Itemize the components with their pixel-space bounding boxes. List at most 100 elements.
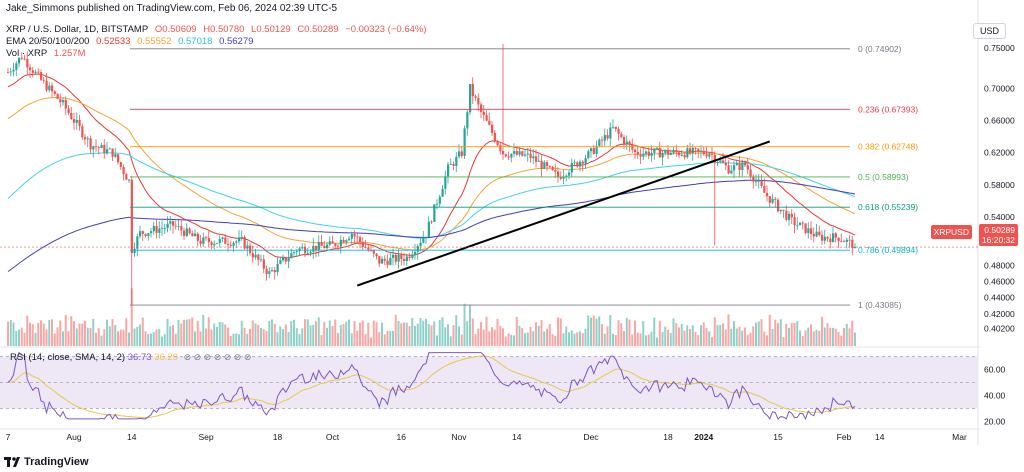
volume-bar xyxy=(163,334,166,346)
candle-body xyxy=(518,151,521,155)
candle-body xyxy=(568,172,571,176)
candle-body xyxy=(510,153,513,158)
volume-bar xyxy=(117,331,119,346)
volume-bar xyxy=(257,324,260,346)
volume-bar xyxy=(694,331,697,346)
volume-bar xyxy=(807,327,810,346)
rsi-line xyxy=(7,351,856,421)
volume-legend[interactable]: Vol · XRP 1.257M xyxy=(6,48,90,59)
volume-bar xyxy=(645,335,647,346)
candle-body xyxy=(623,136,626,145)
candle-body xyxy=(650,153,653,156)
volume-bar xyxy=(557,317,559,346)
volume-bar xyxy=(727,314,730,346)
candle-body xyxy=(757,180,760,182)
volume-bar xyxy=(543,331,546,346)
candle-body xyxy=(727,165,730,174)
volume-bar xyxy=(625,317,628,346)
volume-bar xyxy=(414,325,416,346)
volume-bar xyxy=(342,324,345,346)
price-tick-label: 0.66000 xyxy=(984,116,1015,126)
candle-body xyxy=(460,151,463,156)
last-price-tag: 0.50289 16:20:32 xyxy=(978,224,1018,246)
currency-button[interactable]: USD xyxy=(972,23,1006,39)
volume-bar xyxy=(260,327,262,346)
candle-body xyxy=(691,148,694,153)
volume-bar xyxy=(408,326,411,346)
ema50-value: 0.55552 xyxy=(137,36,172,47)
volume-bar xyxy=(840,335,843,346)
rsi-legend[interactable]: RSI (14, close, SMA, 14, 2) 36.73 36.29 … xyxy=(10,352,251,363)
ema-legend[interactable]: EMA 20/50/100/200 0.52533 0.55552 0.5701… xyxy=(6,36,257,47)
volume-bar xyxy=(194,331,196,346)
volume-bar xyxy=(537,325,540,346)
volume-bar xyxy=(78,323,81,346)
eye-icon[interactable]: ⊘ ⊘ ⊘ ⊘ ⊘ ⊘ ⊘ xyxy=(183,352,252,362)
candle-body xyxy=(826,236,829,239)
volume-bar xyxy=(306,319,309,346)
candle-body xyxy=(103,144,106,154)
symbol-name[interactable]: XRP / U.S. Dollar, 1D, BITSTAMP xyxy=(6,24,149,35)
candle-body xyxy=(188,228,191,234)
volume-bar xyxy=(606,326,609,346)
candle-body xyxy=(37,71,40,73)
volume-bar xyxy=(53,333,56,346)
candle-body xyxy=(257,254,260,260)
volume-bar xyxy=(496,318,499,346)
vol-label: Vol · XRP xyxy=(6,48,48,59)
volume-bar xyxy=(273,323,276,346)
volume-bar xyxy=(188,319,191,346)
candle-body xyxy=(661,153,664,158)
volume-bar xyxy=(114,325,117,346)
candle-body xyxy=(139,231,142,237)
volume-bar xyxy=(524,333,526,346)
symbol-line: XRP / U.S. Dollar, 1D, BITSTAMP O0.50609… xyxy=(6,24,431,35)
volume-bar xyxy=(790,323,793,346)
candle-body xyxy=(848,239,851,241)
volume-bar xyxy=(845,323,848,346)
candle-body xyxy=(293,252,296,254)
candle-body xyxy=(430,221,433,223)
candle-body xyxy=(477,97,480,105)
candle-body xyxy=(386,260,389,265)
candle-body xyxy=(788,213,791,220)
volume-bar xyxy=(37,323,40,346)
candle-body xyxy=(249,245,252,254)
candle-body xyxy=(265,268,268,274)
candle-body xyxy=(603,135,606,141)
candle-body xyxy=(117,154,120,163)
candle-body xyxy=(664,150,667,154)
candle-body xyxy=(799,222,802,226)
volume-bar xyxy=(304,319,306,346)
candle-body xyxy=(403,259,406,262)
volume-bar xyxy=(477,328,480,346)
time-tick-label: 14 xyxy=(127,432,137,442)
candle-body xyxy=(29,67,32,71)
candle-body xyxy=(152,225,155,232)
volume-bar xyxy=(818,330,821,346)
candle-body xyxy=(804,223,807,234)
time-tick-label: 14 xyxy=(512,432,522,442)
candle-body xyxy=(42,79,45,81)
candle-body xyxy=(185,228,188,236)
volume-bar xyxy=(323,321,326,346)
price-tick-label: 0.54000 xyxy=(984,212,1015,222)
volume-bar xyxy=(84,320,86,346)
candle-body xyxy=(232,242,235,246)
volume-bar xyxy=(130,288,133,346)
volume-bar xyxy=(70,316,73,346)
candle-body xyxy=(686,148,689,158)
candle-body xyxy=(837,237,840,242)
candle-body xyxy=(84,137,87,140)
candle-body xyxy=(254,254,257,258)
candle-body xyxy=(73,119,76,123)
volume-bar xyxy=(466,321,469,346)
candle-body xyxy=(587,151,590,159)
volume-bar xyxy=(246,333,249,346)
volume-bar xyxy=(581,333,584,346)
candle-body xyxy=(20,57,23,59)
tradingview-brand[interactable]: TradingView xyxy=(4,456,89,468)
candle-body xyxy=(425,236,428,238)
fib-level-label: 0.786 (0.49894) xyxy=(858,245,918,255)
